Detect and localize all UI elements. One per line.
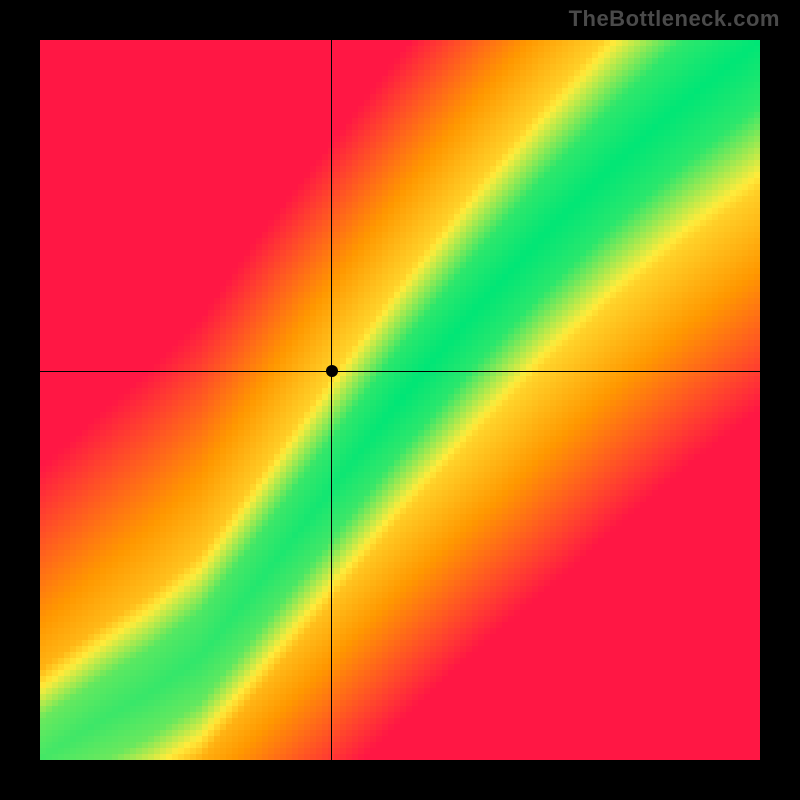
heatmap-canvas xyxy=(40,40,760,760)
watermark-label: TheBottleneck.com xyxy=(569,6,780,32)
data-point-marker[interactable] xyxy=(326,365,338,377)
chart-frame: TheBottleneck.com xyxy=(0,0,800,800)
heatmap-plot xyxy=(40,40,760,760)
crosshair-vertical xyxy=(331,40,332,760)
crosshair-horizontal xyxy=(40,371,760,372)
